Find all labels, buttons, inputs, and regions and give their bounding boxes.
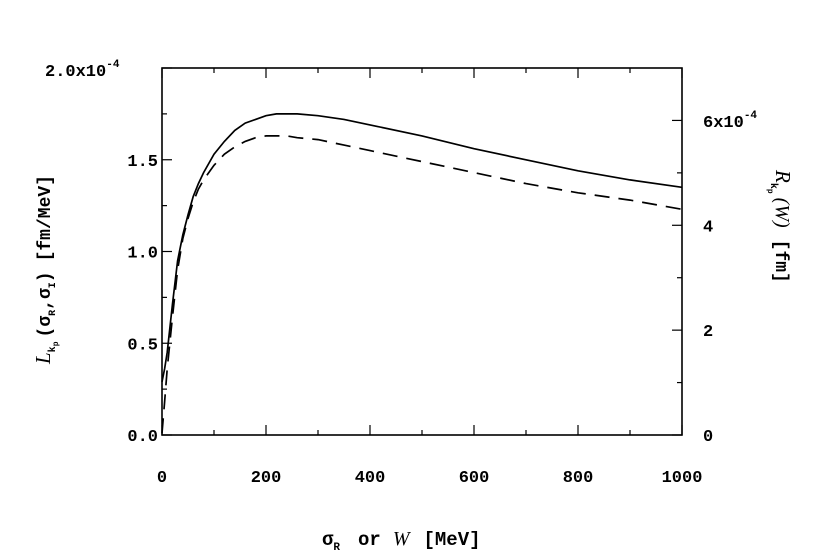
x-tick-label: 0 bbox=[157, 469, 167, 488]
x-tick-label: 400 bbox=[355, 469, 386, 488]
left-y-axis-label: Lkp(σR,σI)[fm/MeV] bbox=[31, 175, 61, 365]
right-tick-label: 4 bbox=[703, 218, 713, 237]
right-axis-ticks: 0 2 4 bbox=[672, 119, 713, 447]
left-tick-label: 0.5 bbox=[127, 336, 158, 355]
left-tick-label: 0.0 bbox=[127, 428, 158, 447]
x-tick-label: 200 bbox=[251, 469, 282, 488]
left-tick-label: 1.0 bbox=[127, 245, 158, 264]
left-top-tick-label: 2.0x10-4 bbox=[45, 59, 120, 82]
x-axis-ticks: 0 200 400 600 800 1000 bbox=[157, 68, 703, 488]
left-axis-ticks: 0.0 0.5 1.0 1.5 bbox=[127, 67, 172, 447]
x-axis-label: σR or W [MeV] bbox=[322, 528, 481, 554]
series-dashed-line bbox=[161, 135, 683, 434]
right-top-tick-label: 6x10-4 bbox=[703, 110, 757, 133]
x-tick-label: 1000 bbox=[662, 469, 703, 488]
right-y-axis-label: Rkp(W)[fm] bbox=[765, 169, 795, 283]
right-tick-label: 0 bbox=[703, 428, 713, 447]
x-tick-label: 600 bbox=[459, 469, 490, 488]
series-solid-line bbox=[161, 113, 683, 382]
plot-frame bbox=[161, 67, 683, 436]
x-tick-label: 800 bbox=[563, 469, 594, 488]
right-tick-label: 2 bbox=[703, 323, 713, 342]
left-tick-label: 1.5 bbox=[127, 153, 158, 172]
